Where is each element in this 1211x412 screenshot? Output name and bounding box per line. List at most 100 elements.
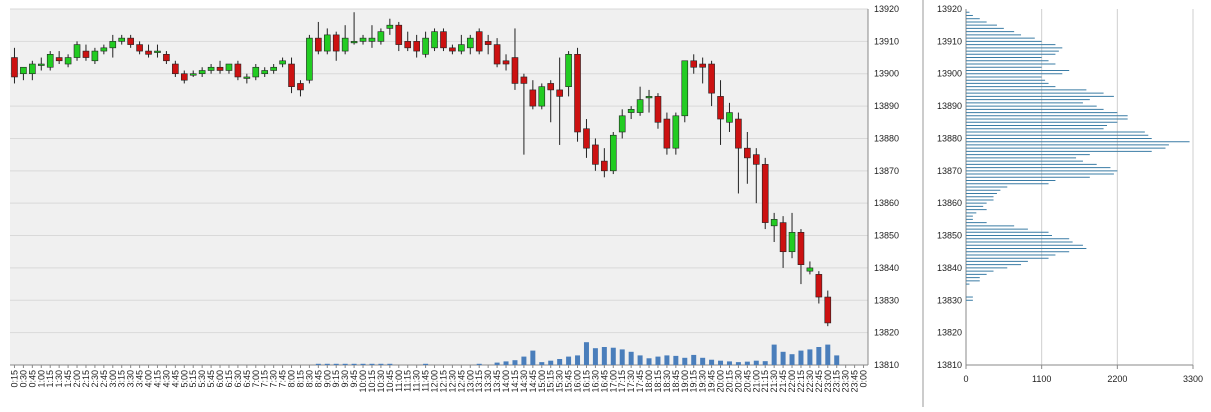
x-tick-label: 4:30 [161,370,171,388]
volume-bar [360,363,366,365]
candle-down [475,31,483,52]
volume-bar [333,363,339,365]
x-tick-label: 20:15 [724,370,734,393]
candle-down [708,63,715,94]
x-tick-label: 2:15 [81,370,91,388]
x-tick-label: 23:00 [823,370,833,393]
volume-bar [324,363,330,365]
candle-up [386,24,394,29]
x-tick-label: 18:00 [644,370,654,393]
candle-down [556,89,563,97]
x-tick-label: 7:15 [260,370,270,388]
x-tick-label: 16:00 [573,370,583,393]
candle-up [806,267,814,272]
volume-bar [423,363,429,365]
volume-bar [378,363,384,365]
candle-down [779,222,787,253]
profile-y-tick-label: 13860 [937,198,962,208]
x-tick-label: 11:45 [421,370,431,392]
x-tick-label: 6:45 [242,370,252,388]
x-tick-label: 17:00 [608,370,618,393]
profile-y-tick-label: 13850 [937,231,962,241]
candle-up [341,37,349,52]
x-tick-label: 9:15 [331,370,341,388]
volume-bar [753,360,759,365]
volume-bar [664,355,670,365]
candle-down [234,63,242,78]
x-tick-label: 10:45 [385,370,395,393]
candle-up [636,99,644,113]
volume-bar [682,357,688,365]
candle-up [252,66,260,78]
x-tick-label: 11:15 [403,370,413,392]
x-tick-label: 5:45 [206,370,216,388]
y-tick-label: 13920 [874,4,899,14]
volume-bar [342,363,348,365]
candle-down [493,44,501,65]
x-tick-label: 13:00 [465,370,475,393]
profile-y-tick-label: 13870 [937,166,962,176]
x-tick-label: 11:00 [394,370,404,392]
x-tick-label: 7:45 [278,370,288,388]
x-tick-label: 0:15 [9,370,19,388]
x-tick-label: 1:45 [63,370,73,388]
x-tick-label: 23:30 [841,370,851,393]
candle-up [609,134,617,172]
x-tick-label: 3:30 [126,370,136,388]
profile-y-tick-label: 13900 [937,69,962,79]
x-tick-label: 13:45 [492,370,502,393]
x-tick-label: 9:00 [322,370,332,388]
volume-bar [592,348,598,365]
candle-down [690,60,698,68]
candle-down [547,83,555,91]
candle-up [618,115,626,133]
x-tick-label: 19:30 [698,370,708,393]
x-tick-label: 23:15 [832,370,842,393]
volume-bar [521,356,527,365]
volume-bar [548,360,554,365]
volume-bar [476,363,482,365]
candle-down [717,96,724,120]
volume-bar [798,350,804,365]
candle-down [574,54,581,133]
volume-bar [691,354,697,365]
candle-up [20,66,27,75]
volume-bar [709,359,715,365]
candle-up [207,66,215,71]
x-tick-label: 7:00 [251,370,261,388]
candle-down [216,66,224,71]
candle-up [323,34,331,52]
x-tick-label: 18:15 [653,370,663,393]
candle-up [681,60,689,117]
x-tick-label: 17:15 [617,370,627,393]
candle-up [46,54,54,68]
profile-y-tick-label: 13810 [937,360,962,370]
x-tick-label: 14:45 [528,370,538,393]
candle-up [350,41,358,44]
x-tick-label: 1:30 [54,370,64,388]
candle-down [592,144,599,165]
volume-bar [762,361,768,365]
candle-down [761,164,769,223]
candle-down [145,50,152,55]
volume-bar [646,358,652,365]
volume-bar [530,350,536,365]
x-tick-label: 12:30 [447,370,457,393]
candle-up [189,73,197,76]
x-tick-label: 8:15 [295,370,305,388]
profile-y-tick-label: 13840 [937,263,962,273]
profile-y-tick-label: 13910 [937,36,962,46]
candle-down [82,50,90,58]
candle-down [511,57,519,84]
candle-up [770,219,778,227]
volume-bar [351,363,357,365]
x-tick-label: 16:15 [581,370,591,393]
candle-down [55,57,63,62]
x-tick-label: 20:30 [733,370,743,393]
volume-bar [601,347,607,365]
x-tick-label: 10:00 [358,370,368,393]
profile-y-tick-label: 13890 [937,101,962,111]
candle-down [180,73,188,81]
x-tick-label: 16:30 [590,370,600,393]
